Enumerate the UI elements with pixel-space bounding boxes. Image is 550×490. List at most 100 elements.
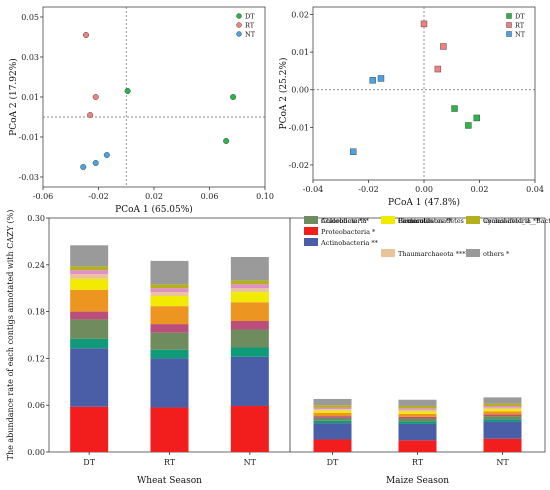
bar-segment bbox=[483, 438, 522, 452]
legend-significance: *** bbox=[359, 217, 370, 225]
x-tick-label: -0.02 bbox=[88, 192, 109, 201]
bar-segment bbox=[313, 439, 352, 452]
bar-segment bbox=[70, 270, 109, 275]
y-tick-label: 0.03 bbox=[21, 53, 39, 62]
legend-label: Bacteroidetes bbox=[398, 217, 444, 225]
bar-segment bbox=[313, 416, 352, 418]
bar-segment bbox=[150, 288, 189, 293]
bar-segment bbox=[313, 410, 352, 413]
x-tick-label: -0.06 bbox=[33, 192, 54, 201]
y-tick-label: 0.06 bbox=[27, 401, 45, 410]
bar-segment bbox=[70, 406, 109, 452]
legend-swatch bbox=[236, 22, 242, 28]
legend-significance: * bbox=[372, 228, 376, 236]
x-tick-label: 0.04 bbox=[526, 185, 544, 194]
bar-segment bbox=[150, 407, 189, 452]
x-tick-label: 0.02 bbox=[471, 185, 489, 194]
bar-segment bbox=[230, 292, 269, 303]
x-tick-label: RT bbox=[412, 458, 424, 467]
group-label: Maize Season bbox=[386, 476, 449, 486]
bar-segment bbox=[398, 405, 437, 409]
bar-segment bbox=[483, 419, 522, 422]
data-point bbox=[350, 148, 357, 155]
legend-swatch bbox=[466, 216, 480, 224]
legend-swatch bbox=[304, 238, 318, 246]
x-tick-label: 0.10 bbox=[256, 192, 274, 201]
bar-segment bbox=[483, 407, 522, 410]
data-point bbox=[92, 159, 99, 166]
legend-label: Cyanobacteria bbox=[483, 217, 531, 225]
legend-label: RT bbox=[515, 22, 525, 30]
bar-segment bbox=[483, 416, 522, 420]
bar-segment bbox=[150, 358, 189, 408]
x-tick-label: DT bbox=[327, 458, 339, 467]
bar-segment bbox=[230, 280, 269, 285]
bar-segment bbox=[70, 266, 109, 271]
data-point bbox=[465, 122, 472, 129]
x-tick-label: 0.06 bbox=[201, 192, 219, 201]
legend-significance: * bbox=[506, 250, 510, 258]
pcoa-wheat-panel: -0.06 -0.02 0.02 0.06 0.10 0.05 0.03 0.01 -0.01 -… bbox=[8, 6, 274, 215]
legend-significance: ** bbox=[446, 217, 453, 225]
legend-label: Actinobacteria bbox=[320, 239, 369, 247]
data-point bbox=[434, 65, 442, 73]
bar-segment bbox=[313, 409, 352, 411]
x-tick-label: -0.02 bbox=[358, 185, 379, 194]
data-point bbox=[420, 20, 428, 28]
y-tick-label: 0.30 bbox=[27, 214, 45, 223]
bar-segment bbox=[70, 319, 109, 339]
legend-label: NT bbox=[245, 31, 256, 39]
bar-segment bbox=[230, 284, 269, 289]
bar-segment bbox=[150, 260, 189, 285]
legend-label: Acidobacteria bbox=[320, 217, 367, 225]
legend-label: RT bbox=[245, 22, 255, 30]
bar-segment bbox=[150, 306, 189, 325]
bar-segment bbox=[313, 407, 352, 410]
bar-segment bbox=[230, 347, 269, 357]
bar-segment bbox=[398, 408, 437, 410]
x-tick-label: 0.02 bbox=[145, 192, 163, 201]
legend-label: DT bbox=[515, 13, 525, 21]
bar-segment bbox=[483, 409, 522, 412]
legend-label: Gemmatimonadetes bbox=[398, 217, 464, 225]
bar-segment bbox=[398, 413, 437, 417]
x-axis-label: PCoA 1 (47.8%) bbox=[388, 197, 460, 208]
y-axis-label: PCoA 2 (25.2%) bbox=[278, 58, 289, 130]
legend-label: others bbox=[483, 250, 504, 258]
bar-segment bbox=[230, 329, 269, 348]
x-tick-label: 0.00 bbox=[415, 185, 433, 194]
bar-segment bbox=[398, 399, 437, 406]
y-axis-label: PCoA 2 (17.92%) bbox=[8, 58, 19, 136]
bar-segment bbox=[70, 278, 109, 290]
data-point bbox=[87, 111, 94, 118]
bar-segment bbox=[398, 418, 437, 422]
bar-segment bbox=[398, 411, 437, 414]
legend-significance: ** bbox=[533, 217, 540, 225]
bar-segment bbox=[70, 311, 109, 320]
x-tick-label: RT bbox=[164, 458, 176, 467]
bar-segment bbox=[70, 348, 109, 407]
bar-segment bbox=[313, 423, 352, 440]
y-tick-label: 0.00 bbox=[291, 86, 309, 95]
legend-swatch bbox=[506, 31, 512, 37]
bar-segment bbox=[483, 421, 522, 439]
bar-segment bbox=[313, 398, 352, 406]
y-tick-label: 0.12 bbox=[27, 354, 45, 363]
data-point bbox=[83, 32, 90, 39]
legend-swatch bbox=[304, 227, 318, 235]
bar-segment bbox=[230, 405, 269, 452]
bar-segment bbox=[230, 288, 269, 293]
legend-swatch bbox=[236, 31, 242, 37]
x-tick-label: DT bbox=[83, 458, 95, 467]
y-tick-label: -0.01 bbox=[288, 123, 309, 132]
bar-segment bbox=[150, 284, 189, 289]
group-label: Wheat Season bbox=[137, 476, 202, 486]
y-axis-label: The abundance rate of each contigs annot… bbox=[6, 210, 15, 461]
legend-swatch bbox=[506, 22, 512, 28]
bar-segment bbox=[483, 397, 522, 404]
data-point bbox=[80, 163, 87, 170]
data-point bbox=[103, 151, 110, 158]
legend-swatch bbox=[381, 216, 395, 224]
y-tick-label: 0.00 bbox=[27, 448, 45, 457]
bar-segment bbox=[313, 405, 352, 408]
